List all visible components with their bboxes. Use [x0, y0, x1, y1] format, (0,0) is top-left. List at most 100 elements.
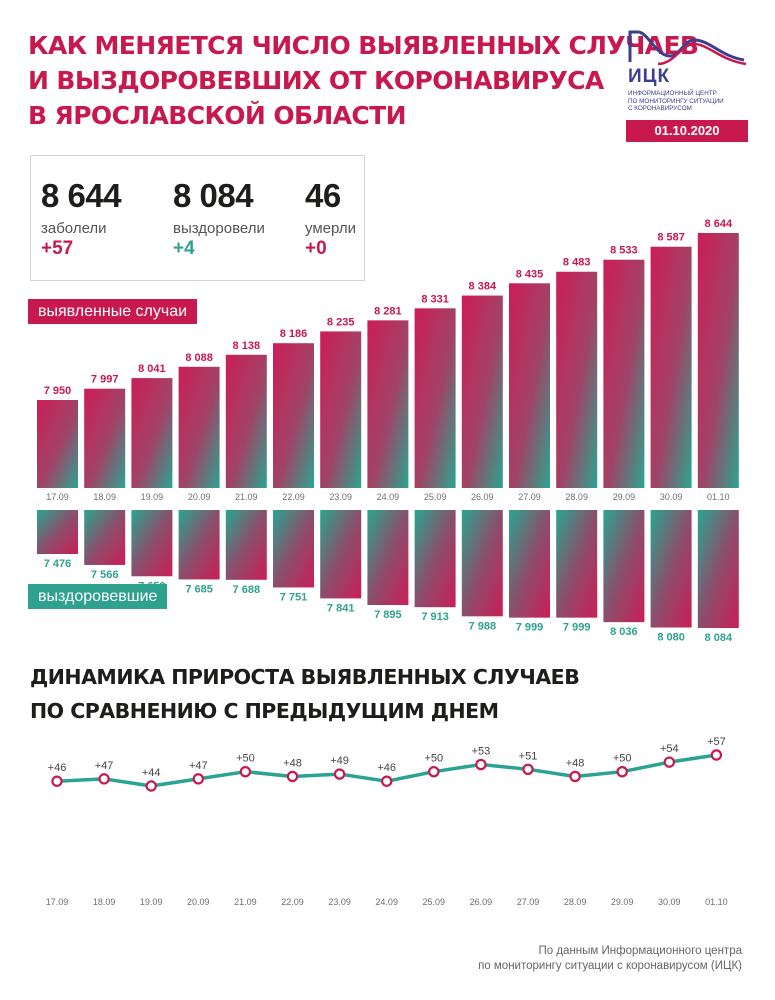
recovered-bar-label: 7 895	[374, 609, 402, 621]
recovered-bar	[461, 510, 503, 617]
line-date-tick-label: 18.09	[93, 897, 116, 907]
recovered-total: 8 084	[173, 177, 254, 214]
source-note: По данным Информационного центра по мони…	[478, 944, 742, 974]
increment-value-label: +47	[189, 760, 208, 772]
line-date-tick-label: 20.09	[187, 897, 210, 907]
logo-subtitle-line: ПО МОНИТОРИНГУ СИТУАЦИИ	[628, 97, 724, 105]
cases-bar	[650, 246, 692, 488]
recovered-bar	[37, 510, 78, 554]
increment-point	[522, 763, 534, 776]
cases-bar-label: 8 088	[185, 352, 213, 364]
logo-abbreviation: ИЦК	[628, 66, 671, 87]
increment-value-label: +54	[660, 743, 679, 755]
recovered-bar	[556, 510, 598, 618]
line-date-tick-label: 22.09	[281, 897, 304, 907]
line-date-tick-label: 21.09	[234, 897, 257, 907]
line-date-tick-label: 24.09	[375, 897, 398, 907]
cases-bar	[461, 295, 503, 488]
increment-value-label: +57	[707, 736, 726, 748]
increment-value-label: +51	[519, 750, 538, 762]
cases-bar	[603, 259, 645, 488]
cases-bar-label: 8 138	[233, 340, 261, 352]
line-date-tick-label: 30.09	[658, 897, 681, 907]
recovered-bar-label: 7 999	[563, 622, 591, 634]
line-chart-title-line-2: ПО СРАВНЕНИЮ С ПРЕДЫДУЩИМ ДНЕМ	[30, 699, 499, 723]
increment-value-label: +47	[95, 760, 114, 772]
cases-bar-label: 8 644	[705, 218, 733, 230]
line-date-tick-label: 01.10	[705, 897, 728, 907]
cases-bar	[367, 320, 409, 488]
deaths-total: 46	[305, 177, 341, 214]
recovered-bar	[650, 510, 692, 628]
increment-point	[381, 775, 393, 787]
cases-bar-label: 8 331	[421, 293, 449, 305]
increment-value-label: +50	[236, 753, 255, 765]
date-tick-label: 27.09	[518, 492, 541, 502]
summary-box: 8 644 заболели +57 8 084 выздоровели +4 …	[30, 155, 365, 281]
recovered-bar	[414, 510, 456, 608]
cases-bar-label: 8 587	[657, 232, 685, 244]
increment-point	[51, 775, 63, 787]
cases-bar	[131, 378, 173, 488]
recovered-bar-label: 7 999	[516, 622, 544, 634]
date-tick-label: 18.09	[93, 492, 116, 502]
recovered-bar-label: 8 080	[657, 632, 685, 644]
recovered-delta: +4	[173, 238, 195, 259]
cases-bar	[697, 233, 739, 488]
recovered-bar-label: 7 988	[469, 620, 497, 632]
title-line-1: КАК МЕНЯЕТСЯ ЧИСЛО ВЫЯВЛЕННЫХ СЛУЧАЕВ	[28, 31, 699, 60]
cases-delta: +57	[41, 238, 74, 259]
stat-recovered: 8 084 выздоровели +4	[173, 178, 265, 260]
recovered-bar-label: 7 566	[91, 569, 119, 581]
cases-bar-label: 8 281	[374, 305, 402, 317]
increment-point	[98, 773, 110, 785]
recovered-bar-label: 8 084	[705, 632, 733, 644]
logo-subtitle-line: С КОРОНАВИРУСОМ	[628, 105, 692, 112]
cases-label: заболели	[41, 220, 107, 237]
date-tick-label: 01.10	[707, 492, 730, 502]
cases-bar	[37, 400, 78, 488]
cases-legend-pill: выявленные случаи	[28, 299, 198, 324]
recovered-bar	[603, 510, 645, 623]
increment-point	[710, 749, 723, 761]
cases-bar	[84, 388, 126, 488]
recovered-bar	[131, 510, 173, 577]
date-tick-label: 29.09	[613, 492, 636, 502]
ick-logo: ИЦК ИНФОРМАЦИОННЫЙ ЦЕНТР ПО МОНИТОРИНГУ …	[622, 26, 752, 112]
date-tick-label: 25.09	[424, 492, 447, 502]
increment-point	[192, 773, 204, 785]
cases-bar-label: 7 950	[44, 385, 72, 397]
recovered-bar	[367, 510, 409, 605]
increment-value-label: +46	[377, 762, 396, 774]
increment-point	[475, 758, 487, 771]
date-tick-label: 24.09	[377, 492, 400, 502]
cases-bar	[178, 366, 220, 488]
increment-value-label: +48	[283, 757, 302, 769]
recovered-bar	[697, 510, 739, 628]
date-tick-label: 30.09	[660, 492, 683, 502]
cases-bar-label: 8 041	[138, 363, 166, 375]
date-tick-label: 26.09	[471, 492, 494, 502]
line-date-tick-label: 19.09	[140, 897, 163, 907]
cases-bar-label: 8 435	[516, 268, 544, 280]
date-tick-label: 17.09	[46, 492, 69, 502]
cases-bar-label: 8 533	[610, 245, 638, 257]
increment-point	[428, 765, 440, 778]
recovered-bar	[273, 510, 314, 588]
date-tick-label: 19.09	[141, 492, 164, 502]
title-line-2: И ВЫЗДОРОВЕВШИХ ОТ КОРОНАВИРУСА	[28, 66, 604, 95]
line-date-tick-label: 26.09	[470, 897, 493, 907]
increment-point	[145, 780, 157, 792]
line-date-tick-label: 25.09	[423, 897, 446, 907]
recovered-label: выздоровели	[173, 220, 265, 237]
date-tick-label: 28.09	[565, 492, 588, 502]
deaths-label: умерли	[305, 220, 356, 237]
cases-bar	[509, 283, 550, 488]
increment-point	[333, 768, 346, 780]
date-tick-label: 21.09	[235, 492, 258, 502]
increment-point	[569, 770, 581, 783]
page-title: КАК МЕНЯЕТСЯ ЧИСЛО ВЫЯВЛЕННЫХ СЛУЧАЕВ И …	[28, 28, 699, 133]
date-tick-label: 23.09	[329, 492, 352, 502]
increment-value-label: +49	[330, 755, 349, 767]
